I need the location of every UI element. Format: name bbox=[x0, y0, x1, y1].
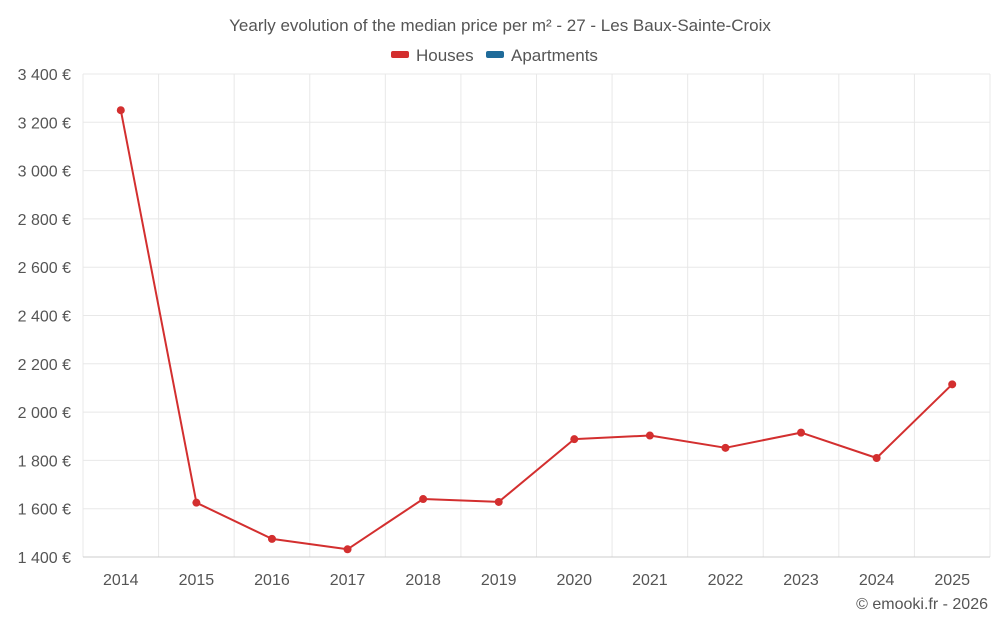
data-point-houses[interactable] bbox=[570, 435, 579, 444]
x-tick-label: 2022 bbox=[708, 572, 744, 589]
y-tick-label: 2 400 € bbox=[18, 309, 71, 326]
x-tick-label: 2023 bbox=[783, 572, 819, 589]
y-axis: 1 400 € 1 600 € 1 800 € 2 000 € 2 200 € 2 400… bbox=[18, 67, 71, 567]
data-point-houses[interactable] bbox=[343, 545, 352, 554]
y-tick-label: 3 400 € bbox=[18, 67, 71, 84]
data-point-houses[interactable] bbox=[419, 495, 428, 504]
y-tick-label: 2 600 € bbox=[18, 260, 71, 277]
legend-label-apartments: Apartments bbox=[511, 46, 598, 65]
data-point-houses[interactable] bbox=[192, 498, 201, 507]
x-tick-label: 2020 bbox=[556, 572, 592, 589]
data-point-houses[interactable] bbox=[645, 431, 654, 440]
x-tick-label: 2014 bbox=[103, 572, 139, 589]
y-tick-label: 1 400 € bbox=[18, 550, 71, 567]
chart-title: Yearly evolution of the median price per… bbox=[229, 16, 771, 35]
data-point-houses[interactable] bbox=[721, 443, 730, 452]
y-tick-label: 2 800 € bbox=[18, 212, 71, 229]
x-tick-label: 2019 bbox=[481, 572, 517, 589]
y-tick-label: 2 200 € bbox=[18, 357, 71, 374]
series-line-houses bbox=[119, 110, 953, 551]
legend-item-apartments[interactable]: Apartments bbox=[486, 46, 598, 65]
y-tick-label: 1 600 € bbox=[18, 502, 71, 519]
x-tick-label: 2021 bbox=[632, 572, 668, 589]
legend-label-houses: Houses bbox=[416, 46, 474, 65]
x-tick-label: 2016 bbox=[254, 572, 290, 589]
legend-item-houses[interactable]: Houses bbox=[391, 46, 474, 65]
legend: Houses Apartments bbox=[391, 46, 598, 65]
series-houses bbox=[116, 106, 957, 554]
data-point-houses[interactable] bbox=[872, 453, 881, 462]
data-point-houses[interactable] bbox=[267, 534, 276, 543]
x-tick-label: 2018 bbox=[405, 572, 441, 589]
legend-swatch-houses bbox=[391, 51, 409, 58]
data-point-houses[interactable] bbox=[494, 497, 503, 506]
credit-text: © emooki.fr - 2026 bbox=[856, 596, 988, 613]
x-tick-label: 2024 bbox=[859, 572, 895, 589]
x-tick-label: 2025 bbox=[934, 572, 970, 589]
y-tick-label: 3 200 € bbox=[18, 115, 71, 132]
x-axis: 2014 2015 2016 2017 2018 2019 2020 2021 2022 2023… bbox=[83, 556, 990, 589]
grid bbox=[82, 73, 991, 557]
legend-swatch-apartments bbox=[486, 51, 504, 58]
data-point-houses[interactable] bbox=[116, 106, 125, 115]
data-point-houses[interactable] bbox=[948, 380, 957, 389]
y-tick-label: 2 000 € bbox=[18, 405, 71, 422]
data-point-houses[interactable] bbox=[797, 428, 806, 437]
y-tick-label: 3 000 € bbox=[18, 164, 71, 181]
y-tick-label: 1 800 € bbox=[18, 453, 71, 470]
x-tick-label: 2015 bbox=[179, 572, 215, 589]
x-tick-label: 2017 bbox=[330, 572, 366, 589]
